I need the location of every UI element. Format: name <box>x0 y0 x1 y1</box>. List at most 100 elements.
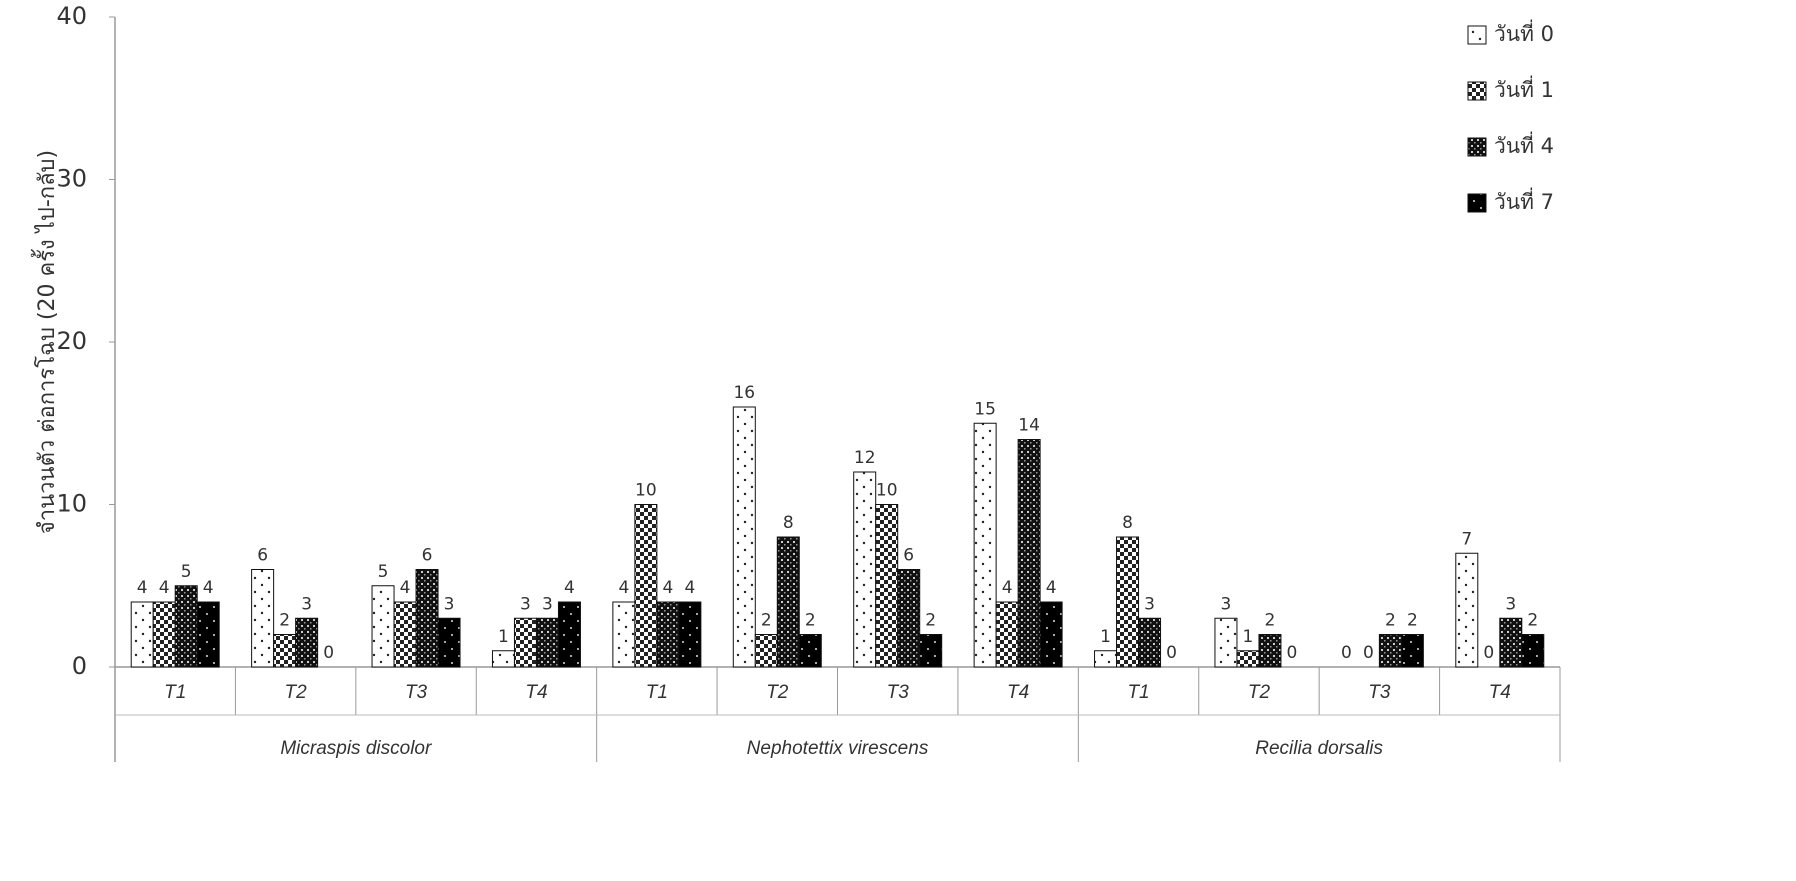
value-label: 4 <box>684 578 695 598</box>
value-label: 4 <box>1046 578 1057 598</box>
value-label: 2 <box>1385 611 1396 631</box>
x-tick-label: T1 <box>1127 682 1149 703</box>
value-label: 5 <box>181 562 192 582</box>
value-label: 6 <box>257 546 268 566</box>
value-label: 2 <box>1407 611 1418 631</box>
value-label: 1 <box>1100 627 1111 647</box>
value-label: 6 <box>422 546 433 566</box>
value-label: 7 <box>1461 529 1472 549</box>
legend-swatch <box>1468 26 1486 44</box>
x-tick-label: T3 <box>1368 682 1391 703</box>
bar <box>974 423 996 667</box>
group-label: Recilia dorsalis <box>1255 738 1383 759</box>
bar <box>1401 635 1423 668</box>
value-label: 4 <box>400 578 411 598</box>
value-label: 3 <box>520 594 531 614</box>
bar <box>558 602 580 667</box>
value-label: 2 <box>761 611 772 631</box>
value-label: 2 <box>925 611 936 631</box>
bar <box>1259 635 1281 668</box>
bar <box>252 570 274 668</box>
bar <box>514 618 536 667</box>
value-label: 2 <box>279 611 290 631</box>
x-tick-label: T1 <box>646 682 668 703</box>
value-label: 3 <box>1144 594 1155 614</box>
bar <box>920 635 942 668</box>
value-label: 0 <box>1341 643 1352 663</box>
value-label: 4 <box>564 578 575 598</box>
bar <box>197 602 219 667</box>
y-tick-label: 10 <box>56 490 87 518</box>
bar <box>1040 602 1062 667</box>
value-label: 3 <box>542 594 553 614</box>
bar <box>1117 537 1139 667</box>
legend-swatch <box>1468 194 1486 212</box>
x-tick-label: T4 <box>1007 682 1029 703</box>
value-label: 4 <box>1002 578 1013 598</box>
x-tick-label: T2 <box>1248 682 1271 703</box>
bar <box>733 407 755 667</box>
x-tick-label: T4 <box>1489 682 1511 703</box>
value-label: 8 <box>783 513 794 533</box>
value-label: 12 <box>854 448 876 468</box>
value-label: 8 <box>1122 513 1133 533</box>
value-label: 4 <box>618 578 629 598</box>
y-tick-label: 0 <box>72 652 87 680</box>
value-label: 4 <box>662 578 673 598</box>
group-label: Nephotettix virescens <box>747 738 929 759</box>
bar <box>1500 618 1522 667</box>
value-label: 1 <box>498 627 509 647</box>
bar <box>854 472 876 667</box>
bar <box>274 635 296 668</box>
bar <box>1456 553 1478 667</box>
bar <box>153 602 175 667</box>
bar <box>1215 618 1237 667</box>
x-tick-label: T3 <box>405 682 428 703</box>
value-label: 16 <box>733 383 755 403</box>
legend-label: วันที่ 7 <box>1494 187 1554 214</box>
value-label: 15 <box>974 399 996 419</box>
bar <box>1139 618 1161 667</box>
value-label: 3 <box>1221 594 1232 614</box>
value-label: 3 <box>1505 594 1516 614</box>
value-label: 0 <box>323 643 334 663</box>
x-tick-label: T3 <box>887 682 910 703</box>
x-tick-label: T2 <box>766 682 789 703</box>
legend-label: วันที่ 1 <box>1494 75 1554 102</box>
value-label: 0 <box>1483 643 1494 663</box>
value-label: 4 <box>159 578 170 598</box>
y-tick-label: 30 <box>56 165 87 193</box>
bar <box>679 602 701 667</box>
value-label: 0 <box>1363 643 1374 663</box>
chart: จำนวนตัว ต่อการโฉบ (20 ครั้ง ไป-กลับ) 01… <box>0 0 1796 881</box>
bar <box>1237 651 1259 667</box>
bar <box>131 602 153 667</box>
legend-label: วันที่ 0 <box>1494 19 1554 46</box>
legend-label: วันที่ 4 <box>1494 131 1554 158</box>
bar <box>1018 440 1040 668</box>
x-tick-label: T2 <box>285 682 308 703</box>
value-label: 10 <box>876 481 898 501</box>
value-label: 0 <box>1166 643 1177 663</box>
x-tick-label: T1 <box>164 682 186 703</box>
value-label: 10 <box>635 481 657 501</box>
value-label: 4 <box>203 578 214 598</box>
bar <box>175 586 197 667</box>
bar <box>1522 635 1544 668</box>
bar <box>876 505 898 668</box>
value-label: 4 <box>137 578 148 598</box>
bar <box>799 635 821 668</box>
value-label: 0 <box>1287 643 1298 663</box>
bar <box>635 505 657 668</box>
x-tick-label: T4 <box>525 682 547 703</box>
legend-swatch <box>1468 82 1486 100</box>
value-label: 6 <box>903 546 914 566</box>
bar <box>1379 635 1401 668</box>
bar <box>1095 651 1117 667</box>
value-label: 5 <box>378 562 389 582</box>
bar <box>777 537 799 667</box>
value-label: 3 <box>444 594 455 614</box>
y-tick-label: 40 <box>56 2 87 30</box>
bar <box>755 635 777 668</box>
value-label: 3 <box>301 594 312 614</box>
